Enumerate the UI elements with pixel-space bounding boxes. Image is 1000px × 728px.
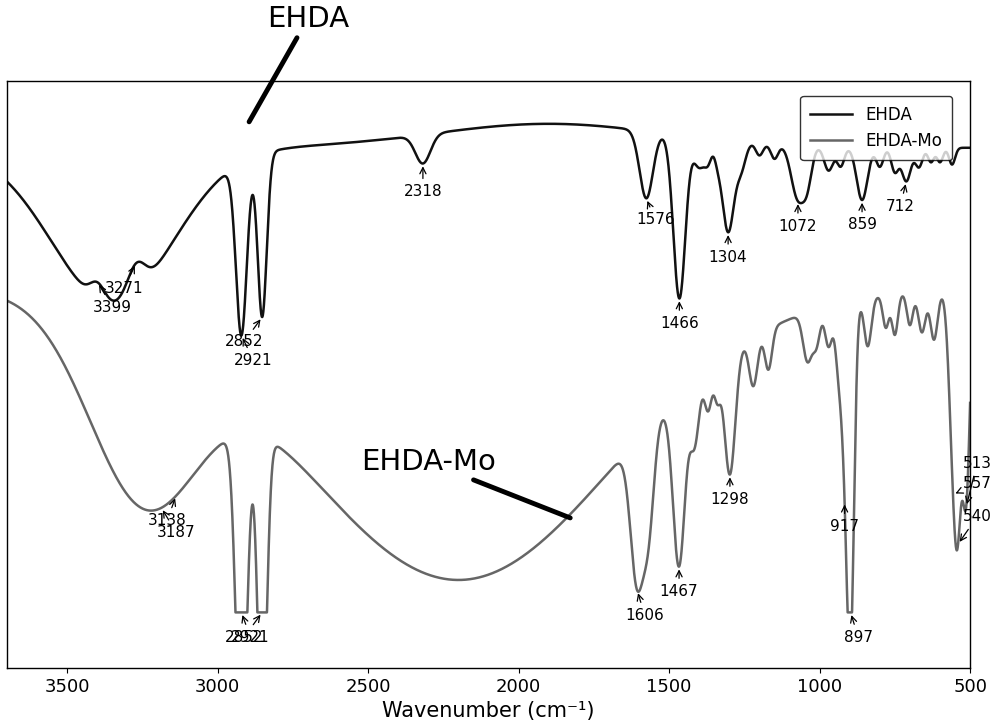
Text: 3271: 3271 (105, 267, 143, 296)
Text: EHDA-Mo: EHDA-Mo (361, 448, 570, 518)
EHDA-Mo (350, 519, 362, 528)
Line: EHDA: EHDA (7, 124, 970, 336)
EHDA (235, 331, 247, 340)
EHDA-Mo (49, 344, 61, 353)
Text: 3138: 3138 (148, 499, 186, 528)
EHDA-Mo (1, 296, 13, 305)
Text: 540: 540 (960, 510, 991, 541)
Text: 2921: 2921 (234, 339, 273, 368)
Text: EHDA: EHDA (249, 4, 349, 122)
Text: 513: 513 (963, 456, 992, 503)
Text: 1467: 1467 (660, 571, 698, 599)
Text: 3187: 3187 (157, 511, 196, 540)
Text: 712: 712 (886, 186, 915, 214)
EHDA (543, 119, 555, 128)
Text: 1298: 1298 (711, 479, 749, 507)
Text: 1466: 1466 (660, 303, 699, 331)
Text: 3399: 3399 (93, 286, 132, 314)
EHDA-Mo (897, 292, 909, 301)
Text: 859: 859 (848, 204, 877, 232)
Text: 1072: 1072 (779, 205, 817, 234)
EHDA-Mo (613, 459, 625, 468)
Text: 1606: 1606 (625, 595, 664, 623)
EHDA-Mo (571, 503, 583, 512)
EHDA-Mo (715, 402, 727, 411)
EHDA (571, 120, 583, 129)
Text: 1304: 1304 (709, 237, 747, 264)
EHDA (964, 143, 976, 152)
Text: 897: 897 (844, 617, 873, 645)
Text: 2852: 2852 (225, 320, 263, 349)
Text: 2318: 2318 (404, 167, 442, 199)
Text: 917: 917 (830, 506, 859, 534)
EHDA-Mo (767, 344, 779, 353)
Text: 2852: 2852 (225, 616, 263, 645)
X-axis label: Wavenumber (cm⁻¹): Wavenumber (cm⁻¹) (382, 701, 595, 721)
Text: 1576: 1576 (636, 202, 675, 227)
Text: 2921: 2921 (231, 617, 270, 645)
EHDA-Mo (229, 608, 241, 617)
Legend: EHDA, EHDA-Mo: EHDA, EHDA-Mo (800, 95, 952, 160)
EHDA (767, 153, 779, 162)
EHDA (613, 124, 625, 132)
EHDA (49, 243, 61, 252)
EHDA (715, 189, 727, 197)
Line: EHDA-Mo: EHDA-Mo (7, 296, 970, 612)
EHDA (1, 177, 13, 186)
EHDA-Mo (964, 398, 976, 407)
Text: 557: 557 (957, 476, 991, 493)
EHDA (350, 138, 362, 146)
